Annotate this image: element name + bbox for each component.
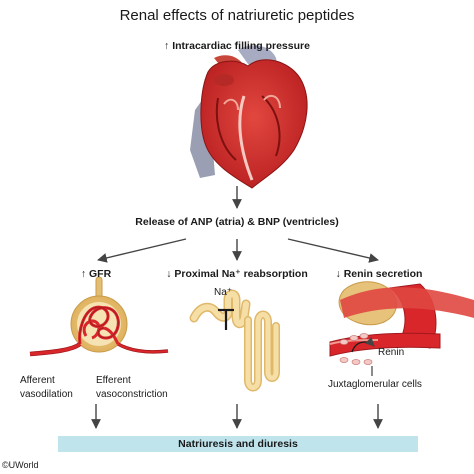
na-label: Na⁺ (214, 287, 233, 298)
effect-proximal-na: ↓ Proximal Na⁺ reabsorption (166, 268, 308, 280)
renin-label: Renin (378, 347, 405, 358)
up-arrow-icon: ↑ (164, 40, 170, 52)
jg-cells-label: Juxtaglomerular cells (328, 379, 422, 390)
effect-renin: ↓ Renin secretion (335, 268, 423, 280)
outcome-text: Natriuresis and diuresis (178, 438, 298, 450)
afferent-label: Afferent vasodilation (20, 375, 73, 400)
jg-apparatus-illustration (329, 281, 474, 376)
down-arrow-icon: ↓ (166, 268, 172, 280)
copyright: ©UWorld (2, 460, 39, 470)
diagram-title: Renal effects of natriuretic peptides (119, 7, 355, 24)
outcome-bar: Natriuresis and diuresis (58, 436, 418, 452)
efferent-label: Efferent vasoconstriction (96, 375, 168, 400)
effect-gfr: ↑ GFR (80, 268, 112, 280)
trigger-label: ↑ Intracardiac filling pressure (0, 40, 474, 52)
heart-illustration (190, 45, 308, 189)
glomerulus-illustration (29, 276, 169, 357)
down-arrow-icon: ↓ (335, 268, 341, 280)
flow-arrows (91, 186, 383, 429)
release-label: Release of ANP (atria) & BNP (ventricles… (135, 216, 339, 228)
tubule-illustration (189, 289, 280, 392)
trigger-text: Intracardiac filling pressure (172, 40, 310, 52)
up-arrow-icon: ↑ (80, 268, 87, 280)
